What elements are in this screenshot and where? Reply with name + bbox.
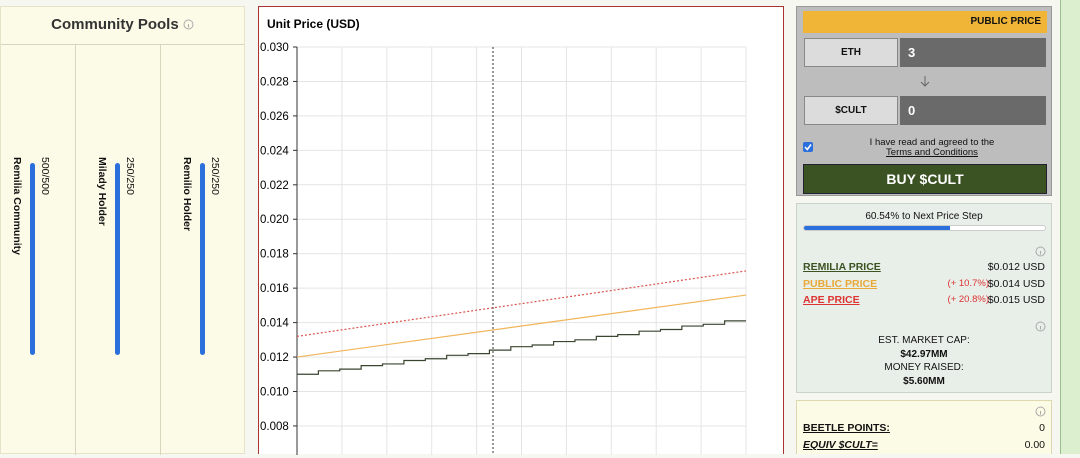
info-icon[interactable] (1035, 406, 1046, 417)
eth-label: ETH (804, 38, 898, 67)
info-icon[interactable] (1035, 246, 1046, 257)
progress-label: 60.54% to Next Price Step (865, 211, 983, 222)
pool-count: 500/500 (39, 157, 51, 195)
money-raised: $5.60MM (903, 375, 945, 387)
y-tick-label: 0.018 (260, 249, 289, 261)
market-info: EST. MARKET CAP: $42.97MM MONEY RAISED: … (797, 334, 1051, 388)
progress-bar (804, 226, 950, 230)
price-value: $0.012 USD (987, 261, 1045, 273)
arrow-icon (920, 76, 930, 87)
info-icon[interactable] (1035, 321, 1046, 332)
price-link[interactable]: REMILIA PRICE (803, 261, 881, 273)
buy-button[interactable]: BUY $CULT (803, 164, 1047, 194)
pool-name: Remilia Community (11, 157, 23, 256)
eth-input[interactable]: 3 (900, 38, 1046, 67)
price-value: $0.015 USD (987, 294, 1045, 306)
y-tick-label: 0.024 (260, 145, 289, 157)
y-tick-label: 0.020 (260, 214, 289, 226)
stats-panel: 60.54% to Next Price Step REMILIA PRICE $… (796, 203, 1052, 393)
pool-name: Remilio Holder (181, 157, 193, 232)
price-change: (+ 20.8%) (947, 294, 989, 305)
y-tick-label: 0.028 (260, 76, 289, 88)
market-cap-label: EST. MARKET CAP: (878, 335, 970, 346)
y-tick-label: 0.012 (260, 352, 289, 364)
side-strip (1060, 0, 1080, 454)
y-tick-label: 0.016 (260, 283, 289, 295)
terms-text: I have read and agreed to the (869, 137, 995, 148)
divider (160, 45, 161, 455)
series-line (297, 320, 746, 375)
pool-bar (200, 163, 205, 355)
y-tick-label: 0.008 (260, 421, 289, 433)
points-label: BEETLE POINTS: (803, 422, 890, 434)
pools-header: Community Pools (1, 7, 244, 45)
y-tick-label: 0.014 (260, 318, 289, 330)
divider (75, 45, 76, 455)
pools-panel: Community Pools Remilia Community 500/500… (0, 6, 245, 455)
chart: Unit Price (USD) 0.008 0.010 0.012 0.014 0.0… (260, 17, 747, 455)
points-panel: BEETLE POINTS: 0 EQUIV $CULT= 0.00 (796, 400, 1052, 454)
chart-panel: Unit Price (USD) 0.008 0.010 0.012 0.014 0.0… (258, 6, 784, 455)
series-line (296, 294, 747, 358)
market-cap: $42.97MM (900, 348, 948, 360)
terms-link[interactable]: Terms and Conditions (886, 147, 978, 158)
y-tick-label: 0.026 (260, 111, 289, 123)
buy-panel: PUBLIC PRICE ETH 3 $CULT 0 I have read a… (796, 6, 1052, 196)
terms: I have read and agreed to the Terms and C… (827, 138, 1037, 158)
pool-name: Milady Holder (96, 157, 108, 226)
pools-title: Community Pools (51, 16, 179, 33)
money-raised-label: MONEY RAISED: (884, 362, 964, 373)
chart-title: Unit Price (USD) (267, 17, 360, 31)
pool-count: 250/250 (124, 157, 136, 195)
price-link[interactable]: APE PRICE (803, 294, 860, 306)
pool-count: 250/250 (209, 157, 221, 195)
y-tick-label: 0.022 (260, 180, 289, 192)
info-icon[interactable] (183, 19, 194, 30)
price-change: (+ 10.7%) (947, 277, 989, 289)
y-tick-label: 0.030 (260, 42, 289, 54)
price-value: $0.014 USD (987, 277, 1045, 290)
points-value: 0 (1039, 422, 1045, 434)
cult-input[interactable]: 0 (900, 96, 1046, 125)
y-tick-label: 0.010 (260, 386, 289, 398)
price-link[interactable]: PUBLIC PRICE (803, 277, 878, 290)
points-value: 0.00 (1024, 439, 1045, 451)
pool-bar (30, 163, 35, 355)
points-label: EQUIV $CULT= (803, 439, 878, 451)
buy-header: PUBLIC PRICE (803, 11, 1047, 33)
progress-track (803, 225, 1046, 231)
pool-bar (115, 163, 120, 355)
cult-label: $CULT (804, 96, 898, 125)
terms-checkbox[interactable] (803, 142, 813, 152)
